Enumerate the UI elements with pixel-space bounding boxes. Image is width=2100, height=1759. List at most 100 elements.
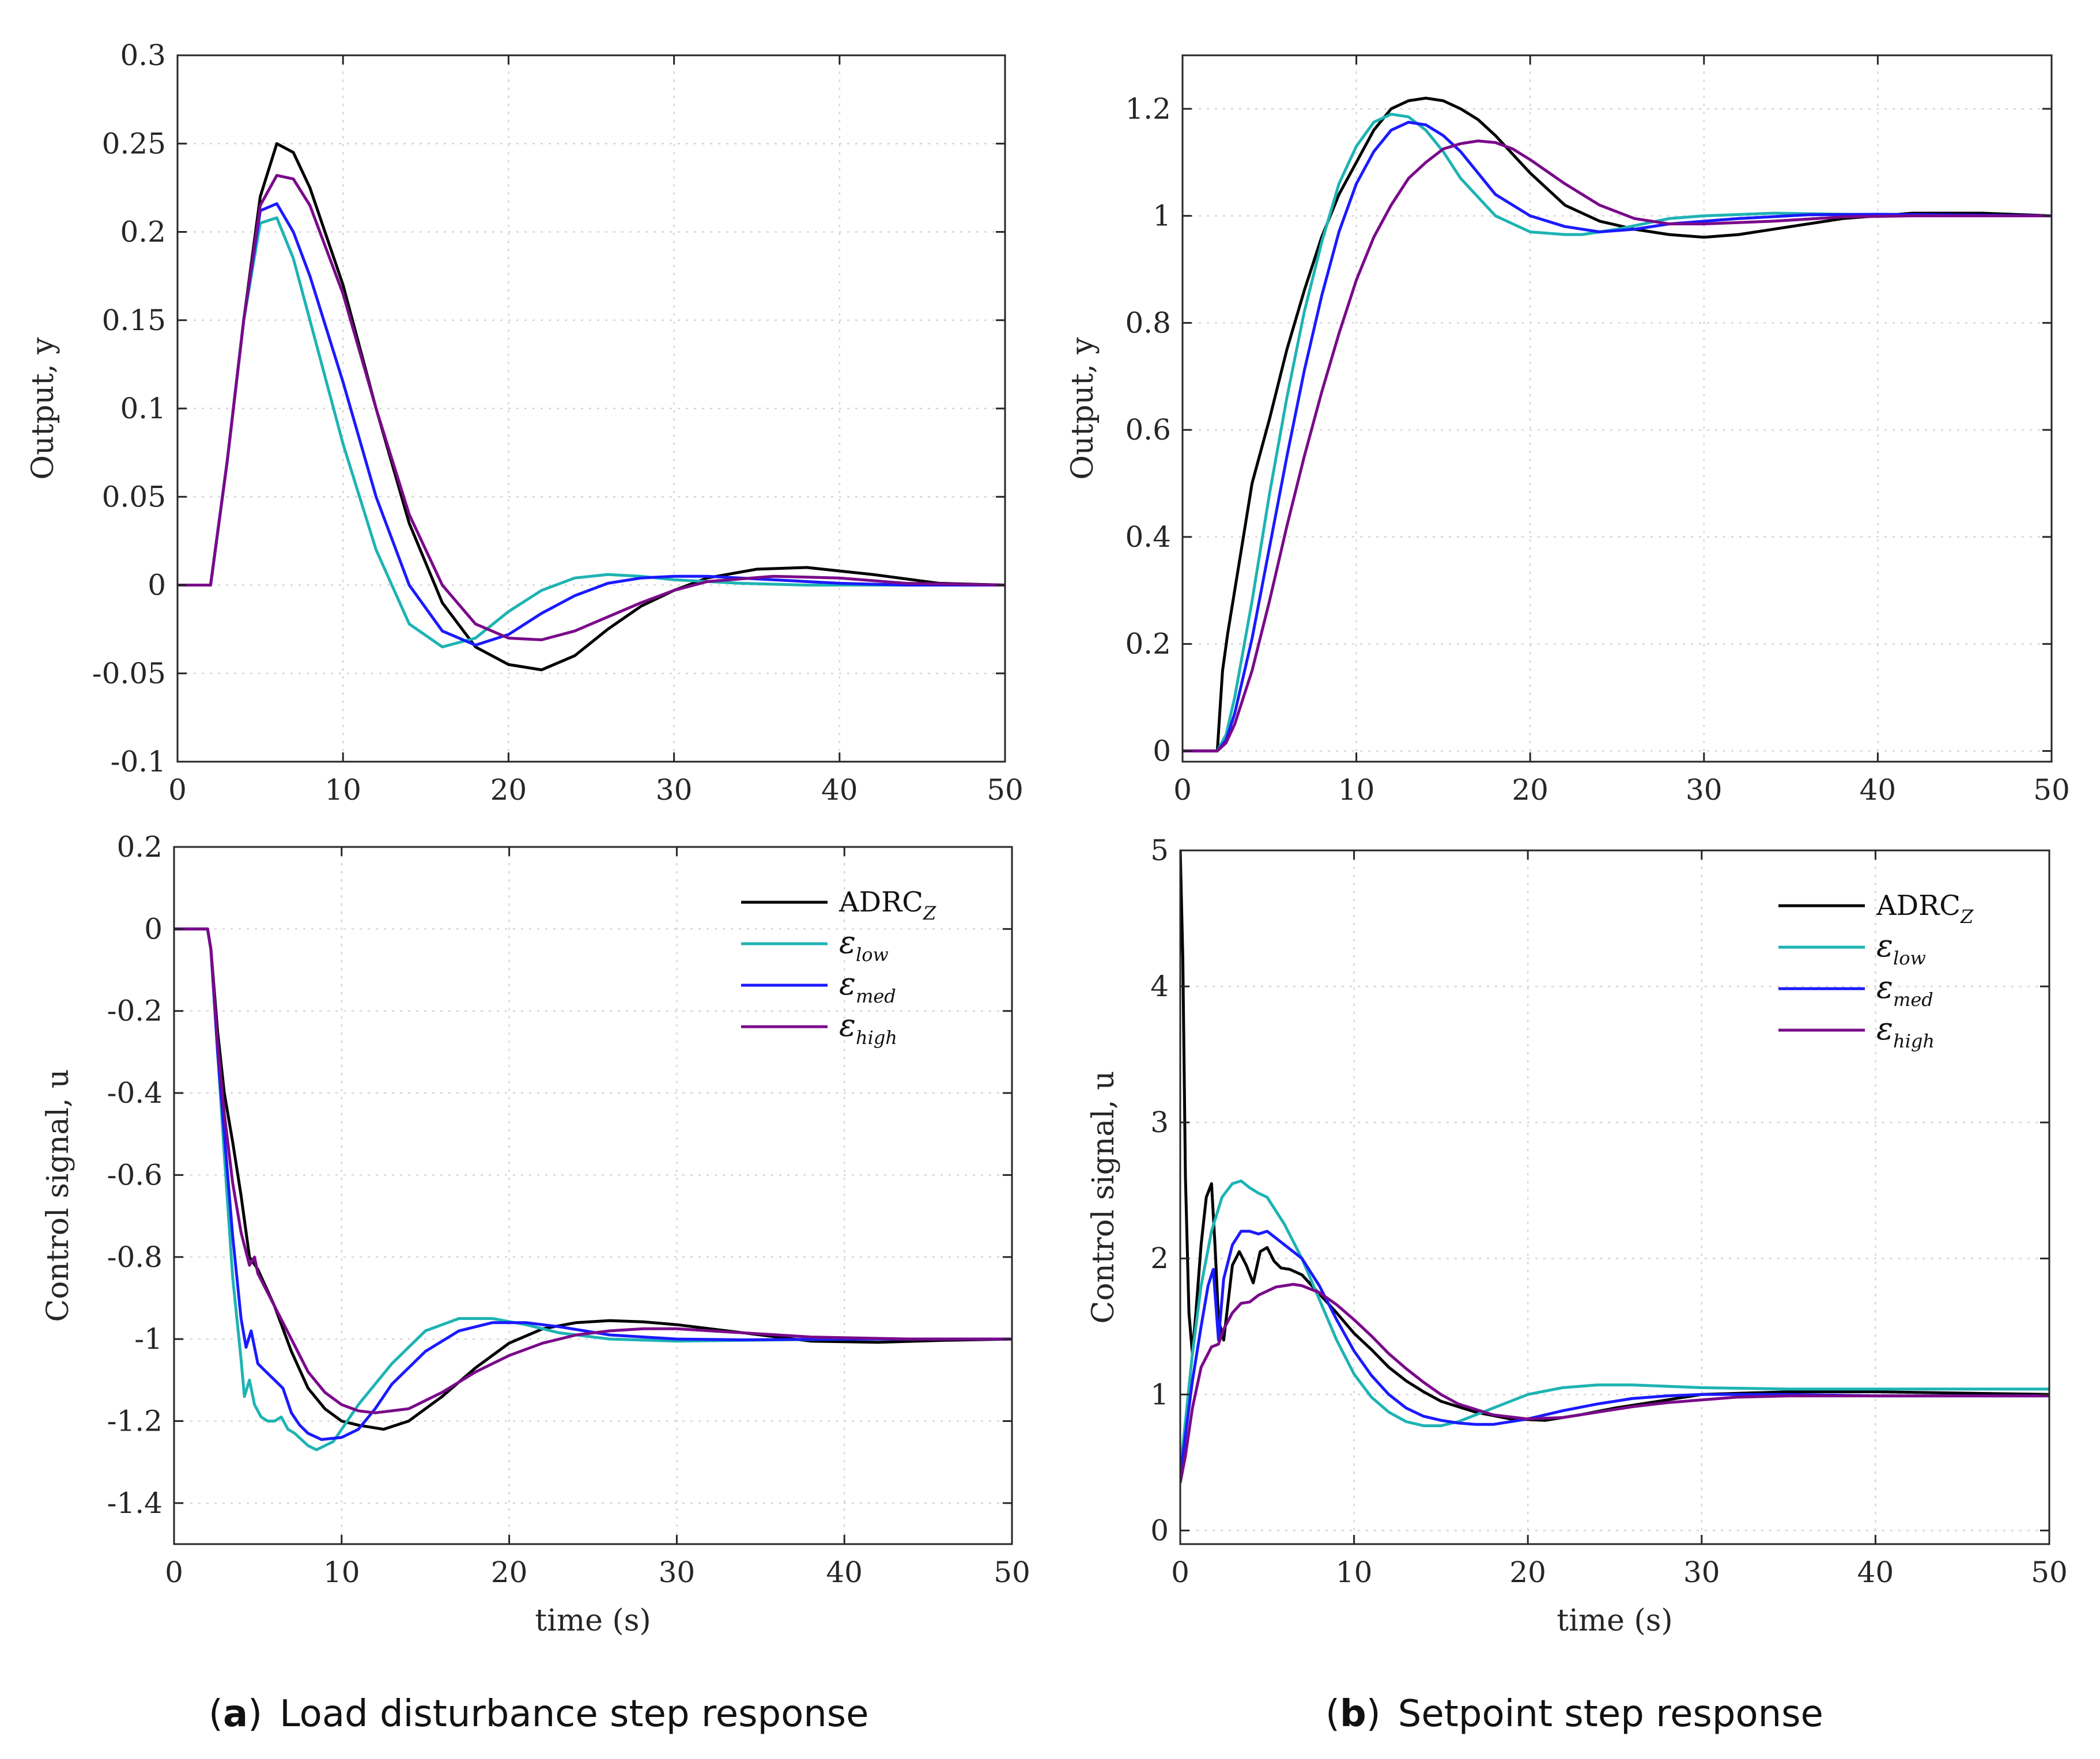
y-tick-label: 5 xyxy=(1150,834,1169,867)
y-tick-label: -1.4 xyxy=(107,1486,163,1520)
x-tick-label: 50 xyxy=(2033,773,2070,807)
x-tick-label: 40 xyxy=(1857,1556,1894,1589)
series-line-high xyxy=(177,173,1005,641)
y-tick-label: 0.2 xyxy=(116,830,163,864)
y-tick-label: 1 xyxy=(1153,199,1171,233)
caption-b-label: Setpoint step response xyxy=(1398,1693,1823,1735)
series-line-adrc xyxy=(177,142,1005,672)
legend-label-high: εhigh xyxy=(839,1007,897,1049)
y-tick-label: 1.2 xyxy=(1125,92,1171,126)
x-tick-label: 40 xyxy=(821,773,858,807)
x-tick-label: 20 xyxy=(1509,1556,1546,1589)
x-axis-label: time (s) xyxy=(1557,1603,1672,1638)
y-tick-label: 0.2 xyxy=(1125,627,1171,661)
x-tick-label: 30 xyxy=(659,1556,696,1589)
y-tick-label: 0.1 xyxy=(120,392,166,425)
y-tick-label: -0.1 xyxy=(111,745,166,778)
axes-box xyxy=(173,846,1013,1545)
series-line-low xyxy=(177,216,1005,649)
y-tick-label: 0.8 xyxy=(1125,306,1171,339)
y-tick-label: -1 xyxy=(134,1322,163,1356)
panel-b-bottom-chart: 0 10 20 30 40 50 0 1 2 3 4 5 Control signal, u time (… xyxy=(1086,834,2068,1638)
y-tick-label: -0.4 xyxy=(107,1076,163,1110)
y-tick-label: 0.6 xyxy=(1125,413,1171,447)
series-line-high xyxy=(1183,139,2052,752)
caption-b-letter: b xyxy=(1340,1693,1366,1735)
x-tick-label: 50 xyxy=(2031,1556,2068,1589)
y-tick-label: -0.05 xyxy=(92,657,166,690)
series-line-adrc xyxy=(1183,96,2052,752)
series-line-adrc xyxy=(174,927,1012,1431)
x-tick-label: 40 xyxy=(826,1556,863,1589)
y-tick-label: 2 xyxy=(1150,1242,1169,1275)
y-tick-label: 0 xyxy=(144,912,163,945)
legend-label-low: εlow xyxy=(1876,928,1926,969)
y-tick-label: 0.3 xyxy=(120,39,166,72)
y-axis-label: Control signal, u xyxy=(41,1069,75,1322)
x-tick-label: 50 xyxy=(987,773,1023,807)
x-tick-label: 30 xyxy=(1683,1556,1720,1589)
y-axis-label: Control signal, u xyxy=(1086,1070,1121,1323)
x-tick-label: 30 xyxy=(1686,773,1723,807)
y-tick-label: -0.6 xyxy=(107,1158,163,1191)
x-tick-label: 0 xyxy=(168,773,187,807)
caption-a-label: Load disturbance step response xyxy=(280,1693,868,1735)
y-tick-label: -1.2 xyxy=(107,1404,163,1438)
legend-label-adrc: ADRCZ xyxy=(1876,890,1974,928)
series-line-low xyxy=(174,927,1012,1451)
y-axis-label: Output, y xyxy=(1066,337,1100,480)
series-line-med xyxy=(1183,120,2052,752)
x-tick-label: 0 xyxy=(1171,1556,1189,1589)
x-tick-label: 10 xyxy=(323,1556,360,1589)
axes-box xyxy=(1179,849,2050,1545)
x-tick-label: 40 xyxy=(1860,773,1897,807)
y-tick-label: 0 xyxy=(148,569,166,602)
x-tick-label: 50 xyxy=(994,1556,1030,1589)
legend-label-adrc: ADRCZ xyxy=(839,886,936,924)
axes-box xyxy=(1181,54,2053,763)
y-tick-label: 0.15 xyxy=(102,304,166,337)
y-tick-label: 0.05 xyxy=(102,480,166,513)
x-tick-label: 20 xyxy=(491,1556,528,1589)
y-tick-label: 0.2 xyxy=(120,215,166,249)
y-axis-label: Output, y xyxy=(26,337,61,480)
y-tick-label: 0.25 xyxy=(102,127,166,160)
x-axis-label: time (s) xyxy=(535,1603,651,1638)
x-tick-label: 20 xyxy=(490,773,527,807)
series-line-med xyxy=(174,927,1012,1441)
legend-label-med: εmed xyxy=(1876,969,1933,1011)
legend-label-high: εhigh xyxy=(1876,1011,1935,1052)
caption-a-letter: a xyxy=(223,1693,248,1735)
caption-a-text-group: (a) Load disturbance step response xyxy=(209,1693,869,1735)
x-tick-label: 10 xyxy=(1336,1556,1373,1589)
y-tick-label: 0 xyxy=(1150,1514,1169,1547)
series-line-high xyxy=(1180,1283,2049,1484)
caption-a: (a) Load disturbance step response xyxy=(209,1693,869,1735)
panel-a-bottom-chart: 0 10 20 30 40 50 -1.4 -1.2 -1 -0.8 -0.6 -0.4 -0.2 0 0.… xyxy=(41,830,1030,1638)
y-tick-label: -0.2 xyxy=(107,994,163,1028)
caption-b-text-group: (b) Setpoint step response xyxy=(1325,1693,1823,1735)
series-line-high xyxy=(174,927,1012,1414)
series-line-low xyxy=(1180,1179,2049,1470)
x-tick-label: 20 xyxy=(1512,773,1548,807)
x-tick-label: 30 xyxy=(656,773,693,807)
y-tick-label: 3 xyxy=(1150,1106,1169,1139)
x-tick-label: 0 xyxy=(1173,773,1192,807)
y-tick-label: -0.8 xyxy=(107,1240,163,1274)
y-tick-label: 0 xyxy=(1153,734,1171,767)
y-tick-label: 1 xyxy=(1150,1378,1169,1411)
x-tick-label: 10 xyxy=(1338,773,1375,807)
x-tick-label: 0 xyxy=(165,1556,183,1589)
caption-b: (b) Setpoint step response xyxy=(1325,1693,1823,1735)
legend-label-med: εmed xyxy=(839,966,896,1007)
panel-a-top-chart: 0 10 20 30 40 50 -0.1 -0.05 0 0.05 0.1 0.15 0.2 0.25 0… xyxy=(26,39,1023,807)
legend-label-low: εlow xyxy=(839,924,889,966)
y-tick-label: 4 xyxy=(1150,970,1169,1003)
panel-b-top-chart: 0 10 20 30 40 50 0 0.2 0.4 0.6 0.8 1 1.2 Output, y xyxy=(1066,54,2070,807)
y-tick-label: 0.4 xyxy=(1125,520,1171,554)
x-tick-label: 10 xyxy=(324,773,361,807)
